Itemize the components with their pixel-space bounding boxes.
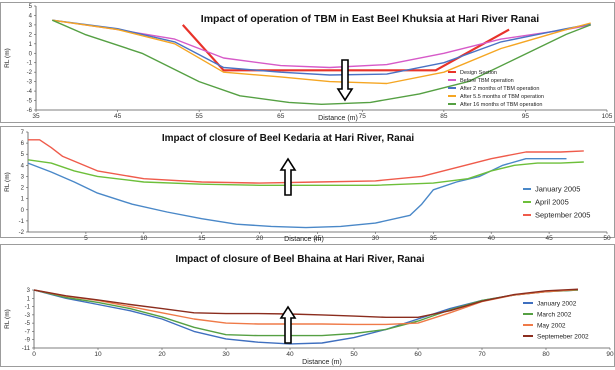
legend-label: Septemeber 2002 [537,333,589,340]
y-tick-label: 6 [21,141,25,147]
x-tick-label: 10 [94,351,102,358]
x-tick-label: 85 [440,113,448,120]
y-tick-label: -5 [25,321,31,327]
x-tick-label: 65 [277,113,285,120]
y-tick-label: 1 [27,296,31,302]
legend-label: January 2002 [537,300,577,307]
y-tick-label: -2 [27,70,33,76]
series-line-after-2-months-of-tbm-operation [52,19,591,76]
y-tick-label: -9 [25,338,31,344]
x-tick-label: 45 [545,235,553,242]
legend-label: May 2002 [537,322,566,329]
x-tick-label: 20 [158,351,166,358]
chart-panel-1: 5 4 3 2 1 0 -1 -2 -3 -4 -5 -635 45 55 65 75 85 95 105 Impac… [0,2,615,123]
x-tick-label: 5 [84,235,88,242]
x-tick-label: 80 [542,351,550,358]
y-axis-label: RL (m) [4,309,11,329]
x-tick-label: 50 [603,235,611,242]
x-tick-label: 30 [372,235,380,242]
x-axis-label: Distance (m) [318,115,358,122]
legend-label: Before TBM operation [460,78,514,84]
level-change-arrow-1 [336,59,354,102]
x-axis-label: Distance (m) [284,236,324,243]
legend-label: April 2005 [535,198,569,207]
y-tick-label: -1 [27,61,33,67]
y-tick-label: 5 [21,152,25,158]
y-axis-label: RL (m) [4,48,11,68]
x-tick-label: 90 [606,351,614,358]
y-tick-label: 4 [21,163,25,169]
panel-frame-1 [0,2,615,123]
x-tick-label: 15 [198,235,206,242]
x-tick-label: 45 [114,113,122,120]
x-axis-label: Distance (m) [302,359,342,366]
legend: January 2005 April 2005 September 2005 [523,185,590,220]
y-tick-label: 3 [27,288,31,294]
y-tick-label: 3 [29,23,33,29]
legend-label: After 5.5 months of TBM operation [460,94,544,100]
legend-label: After 2 months of TBM operation [460,86,539,92]
x-tick-label: 70 [478,351,486,358]
chart-title: Impact of closure of Beel Bhaina at Hari… [176,254,425,265]
y-tick-label: -4 [27,89,33,95]
y-tick-label: 2 [21,186,25,192]
x-tick-label: 0 [32,351,36,358]
x-tick-label: 40 [488,235,496,242]
y-tick-label: 2 [29,32,33,38]
y-tick-label: 3 [21,174,25,180]
x-tick-label: 35 [32,113,40,120]
x-tick-label: 20 [256,235,264,242]
y-tick-label: 7 [21,130,25,136]
chart-title: Impact of operation of TBM in East Beel … [201,13,539,25]
legend-label: After 16 months of TBM operation [460,102,542,108]
series-line-after-16-months-of-tbm-operation [52,19,591,105]
y-tick-label: -11 [22,346,31,352]
y-tick-label: -6 [27,108,33,114]
level-change-arrow-2 [279,157,297,196]
x-tick-label: 40 [286,351,294,358]
y-tick-label: -2 [19,230,25,236]
y-axis-label: RL (m) [4,172,11,192]
x-tick-label: 50 [350,351,358,358]
y-tick-label: 5 [29,4,33,10]
x-tick-label: 10 [140,235,148,242]
y-tick-label: -3 [25,313,31,319]
y-tick-label: 4 [29,13,33,19]
chart-panel-3: 3 1 -1 -3 -5 -7 -9 -110 10 20 30 40 50 60 70 80 90 Impact… [0,244,615,367]
legend-label: March 2002 [537,311,572,318]
x-tick-label: 30 [222,351,230,358]
y-tick-label: -7 [25,329,31,335]
y-tick-label: -1 [19,219,25,225]
x-tick-label: 75 [359,113,367,120]
y-tick-label: 0 [29,51,33,57]
legend: January 2002 March 2002 May 2002 Septemeber… [523,300,589,340]
legend-label: September 2005 [535,211,590,220]
series-line-april-2005 [27,159,584,186]
y-tick-label: -1 [25,305,31,311]
series-line-before-tbm-operation [52,19,591,69]
series-line-septemeber-2002 [33,288,579,318]
series-line-design-section [181,24,510,72]
y-tick-label: 1 [21,197,25,203]
y-tick-label: 0 [21,208,25,214]
y-tick-label: -5 [27,99,33,105]
series-line-january-2005 [27,158,567,229]
legend-label: January 2005 [535,185,580,194]
level-change-arrow-3 [279,305,297,344]
x-tick-label: 95 [522,113,530,120]
x-tick-label: 105 [602,113,613,120]
y-tick-label: 1 [29,42,33,48]
x-tick-label: 35 [430,235,438,242]
y-tick-label: -3 [27,80,33,86]
series-line-after-5-5-months-of-tbm-operation [52,19,591,85]
chart-title: Impact of closure of Beel Kedaria at Har… [162,133,415,144]
x-tick-label: 25 [314,235,322,242]
legend: Design Section Before TBM operation After … [448,70,544,108]
x-tick-label: 55 [196,113,204,120]
legend-label: Design Section [460,70,497,76]
x-tick-label: 60 [414,351,422,358]
